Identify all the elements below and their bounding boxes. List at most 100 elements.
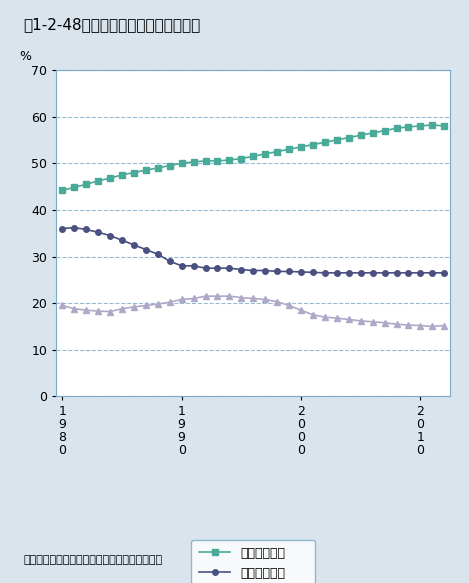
サービス割合 [430, 121, 435, 128]
サービス割合 [358, 132, 363, 139]
サービス割合 [286, 146, 292, 153]
耐久・半耐久財割合 [179, 296, 184, 303]
非耐久財割合 [393, 269, 399, 276]
サービス割合 [71, 184, 77, 191]
サービス割合 [370, 129, 376, 136]
非耐久財割合 [406, 269, 411, 276]
非耐久財割合 [239, 266, 244, 273]
耐久・半耐久財割合 [262, 296, 268, 303]
非耐久財割合 [430, 269, 435, 276]
耐久・半耐久財割合 [274, 298, 280, 305]
サービス割合 [143, 167, 149, 174]
サービス割合 [191, 159, 197, 166]
非耐久財割合 [310, 269, 316, 276]
非耐久財割合 [250, 267, 256, 274]
耐久・半耐久財割合 [203, 293, 208, 300]
サービス割合 [393, 125, 399, 132]
耐久・半耐久財割合 [131, 303, 136, 310]
サービス割合 [83, 181, 89, 188]
非耐久財割合 [382, 269, 387, 276]
非耐久財割合 [95, 229, 101, 236]
Y-axis label: %: % [19, 51, 31, 64]
耐久・半耐久財割合 [286, 302, 292, 309]
非耐久財割合 [298, 268, 304, 275]
耐久・半耐久財割合 [298, 307, 304, 314]
非耐久財割合 [215, 265, 220, 272]
耐久・半耐久財割合 [334, 315, 340, 322]
サービス割合 [155, 164, 160, 171]
サービス割合 [274, 148, 280, 155]
非耐久財割合 [60, 225, 65, 232]
非耐久財割合 [286, 268, 292, 275]
耐久・半耐久財割合 [239, 294, 244, 301]
非耐久財割合 [203, 265, 208, 272]
非耐久財割合 [417, 269, 423, 276]
耐久・半耐久財割合 [417, 322, 423, 329]
非耐久財割合 [107, 232, 113, 239]
サービス割合 [60, 187, 65, 194]
サービス割合 [239, 155, 244, 162]
耐久・半耐久財割合 [215, 293, 220, 300]
サービス割合 [203, 157, 208, 164]
サービス割合 [406, 124, 411, 131]
非耐久財割合 [155, 251, 160, 258]
非耐久財割合 [191, 262, 197, 269]
耐久・半耐久財割合 [191, 295, 197, 302]
非耐久財割合 [131, 241, 136, 248]
耐久・半耐久財割合 [83, 307, 89, 314]
サービス割合 [167, 162, 173, 169]
耐久・半耐久財割合 [430, 323, 435, 330]
耐久・半耐久財割合 [119, 305, 125, 312]
サービス割合 [227, 156, 232, 163]
サービス割合 [417, 122, 423, 129]
耐久・半耐久財割合 [71, 305, 77, 312]
非耐久財割合 [274, 268, 280, 275]
非耐久財割合 [262, 267, 268, 274]
サービス割合 [382, 127, 387, 134]
サービス割合 [250, 153, 256, 160]
耐久・半耐久財割合 [155, 301, 160, 308]
非耐久財割合 [346, 269, 352, 276]
サービス割合 [441, 122, 447, 129]
耐久・半耐久財割合 [370, 318, 376, 325]
非耐久財割合 [71, 224, 77, 231]
耐久・半耐久財割合 [250, 295, 256, 302]
耐久・半耐久財割合 [95, 308, 101, 315]
非耐久財割合 [370, 269, 376, 276]
サービス割合 [298, 143, 304, 150]
Line: 耐久・半耐久財割合: 耐久・半耐久財割合 [60, 293, 447, 329]
非耐久財割合 [179, 262, 184, 269]
Line: サービス割合: サービス割合 [60, 122, 447, 193]
サービス割合 [310, 141, 316, 148]
耐久・半耐久財割合 [358, 317, 363, 324]
サービス割合 [119, 171, 125, 178]
耐久・半耐久財割合 [406, 322, 411, 329]
耐久・半耐久財割合 [167, 298, 173, 305]
耐久・半耐久財割合 [441, 322, 447, 329]
耐久・半耐久財割合 [322, 314, 328, 321]
耐久・半耐久財割合 [393, 321, 399, 328]
耐久・半耐久財割合 [382, 319, 387, 326]
Text: 図1-2-48　家庭消費支出の割合の推移: 図1-2-48 家庭消費支出の割合の推移 [23, 17, 201, 33]
非耐久財割合 [358, 269, 363, 276]
非耐久財割合 [143, 246, 149, 253]
Legend: サービス割合, 非耐久財割合, 耐久・半耐久財割合: サービス割合, 非耐久財割合, 耐久・半耐久財割合 [191, 540, 315, 583]
非耐久財割合 [227, 265, 232, 272]
サービス割合 [334, 136, 340, 143]
非耐久財割合 [83, 226, 89, 233]
Line: 非耐久財割合: 非耐久財割合 [60, 225, 447, 276]
サービス割合 [322, 139, 328, 146]
耐久・半耐久財割合 [227, 293, 232, 300]
サービス割合 [131, 169, 136, 176]
耐久・半耐久財割合 [143, 302, 149, 309]
サービス割合 [215, 157, 220, 164]
非耐久財割合 [334, 269, 340, 276]
耐久・半耐久財割合 [107, 308, 113, 315]
サービス割合 [95, 177, 101, 184]
非耐久財割合 [322, 269, 328, 276]
非耐久財割合 [119, 237, 125, 244]
サービス割合 [179, 160, 184, 167]
Text: 資料：内閣府「国民経済計算」より環境省作成: 資料：内閣府「国民経済計算」より環境省作成 [23, 556, 163, 566]
非耐久財割合 [441, 269, 447, 276]
非耐久財割合 [167, 258, 173, 265]
